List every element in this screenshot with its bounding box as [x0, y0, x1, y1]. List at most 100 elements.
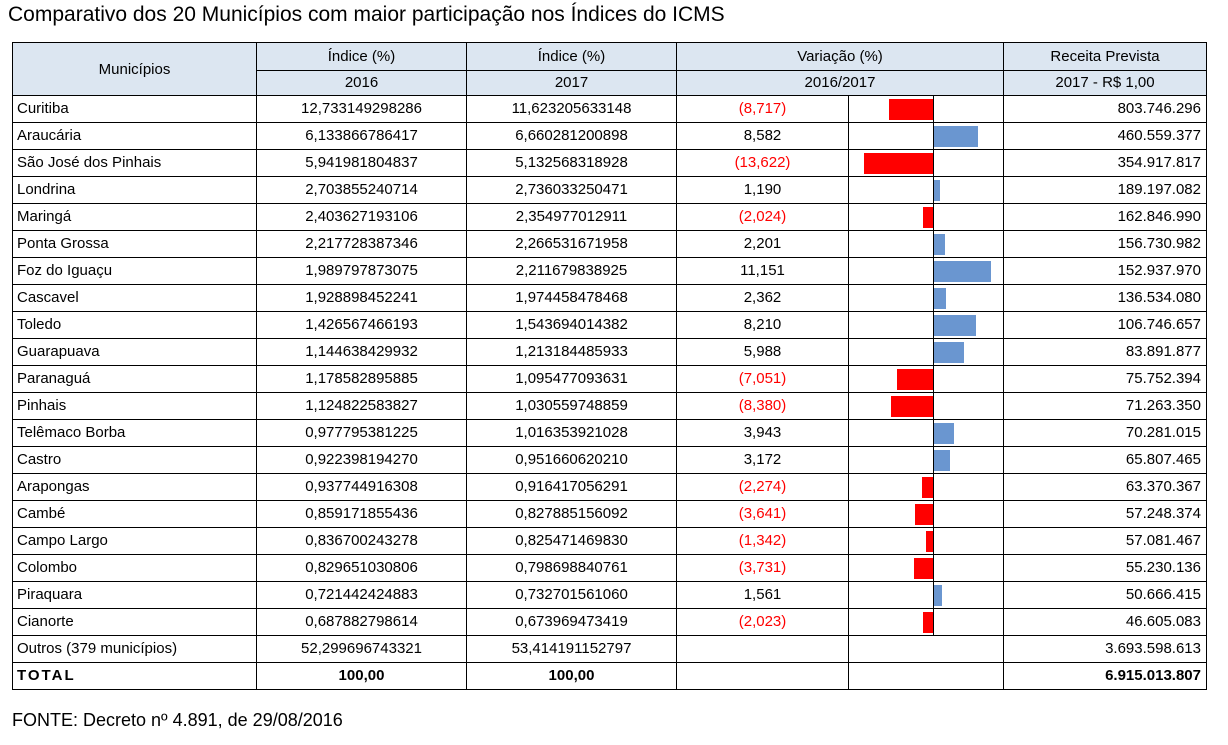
indice-2016: 0,687882798614: [256, 608, 467, 636]
table-row: Ponta Grossa 2,217728387346 2,266531671958…: [12, 230, 1207, 258]
positive-variation-bar: [934, 180, 940, 201]
negative-variation-bar: [922, 612, 933, 633]
negative-variation-bar: [890, 396, 933, 417]
indice-2016: 0,937744916308: [256, 473, 467, 501]
variacao-bar-cell: [848, 554, 1004, 582]
municipio-name: Cianorte: [12, 608, 257, 636]
total-indice-2017: 100,00: [466, 662, 677, 690]
variacao-value: (8,717): [676, 95, 849, 123]
indice-2017: 5,132568318928: [466, 149, 677, 177]
variacao-bar-cell: [848, 608, 1004, 636]
variacao-bar-cell: [848, 284, 1004, 312]
table-row: Toledo 1,426567466193 1,543694014382 8,210 1…: [12, 311, 1207, 339]
bar-axis: [933, 366, 934, 392]
receita-prevista: 162.846.990: [1003, 203, 1207, 231]
positive-variation-bar: [934, 450, 951, 471]
variacao-bar-cell: [848, 257, 1004, 285]
receita-prevista: 70.281.015: [1003, 419, 1207, 447]
variacao-value: 11,151: [676, 257, 849, 285]
outros-bar-empty: [848, 635, 1004, 663]
bar-axis: [933, 123, 934, 149]
total-bar-empty: [848, 662, 1004, 690]
indice-2016: 1,178582895885: [256, 365, 467, 393]
bar-axis: [933, 231, 934, 257]
bar-axis: [933, 555, 934, 581]
positive-variation-bar: [934, 315, 976, 336]
indice-2017: 2,736033250471: [466, 176, 677, 204]
indice-2016: 2,403627193106: [256, 203, 467, 231]
municipio-name: Pinhais: [12, 392, 257, 420]
source-footer: FONTE: Decreto nº 4.891, de 29/08/2016: [12, 710, 343, 730]
indice-2017: 1,974458478468: [466, 284, 677, 312]
variacao-value: 3,943: [676, 419, 849, 447]
variacao-value: (3,731): [676, 554, 849, 582]
municipio-name: Telêmaco Borba: [12, 419, 257, 447]
table-row-total: TOTAL 100,00 100,00 6.915.013.807: [12, 662, 1207, 690]
variacao-value: 1,561: [676, 581, 849, 609]
indice-2017: 2,211679838925: [466, 257, 677, 285]
table-row: Paranaguá 1,178582895885 1,095477093631 (7,…: [12, 365, 1207, 393]
table-row: Londrina 2,703855240714 2,736033250471 1,19…: [12, 176, 1207, 204]
variacao-value: (2,274): [676, 473, 849, 501]
variacao-bar-cell: [848, 176, 1004, 204]
indice-2016: 1,426567466193: [256, 311, 467, 339]
variacao-value: 3,172: [676, 446, 849, 474]
variacao-bar-cell: [848, 473, 1004, 501]
municipio-name: Arapongas: [12, 473, 257, 501]
negative-variation-bar: [926, 531, 933, 552]
outros-indice-2016: 52,299696743321: [256, 635, 467, 663]
indice-2016: 5,941981804837: [256, 149, 467, 177]
table-row: Colombo 0,829651030806 0,798698840761 (3,73…: [12, 554, 1207, 582]
negative-variation-bar: [921, 477, 933, 498]
variacao-value: (13,622): [676, 149, 849, 177]
indice-2016: 12,733149298286: [256, 95, 467, 123]
indice-2016: 2,217728387346: [256, 230, 467, 258]
receita-prevista: 50.666.415: [1003, 581, 1207, 609]
header-indice-2017-label: Índice (%): [466, 42, 677, 71]
variacao-bar-cell: [848, 122, 1004, 150]
receita-prevista: 57.081.467: [1003, 527, 1207, 555]
variacao-bar-cell: [848, 203, 1004, 231]
receita-prevista: 136.534.080: [1003, 284, 1207, 312]
municipio-name: Cascavel: [12, 284, 257, 312]
municipio-name: Foz do Iguaçu: [12, 257, 257, 285]
variacao-value: (8,380): [676, 392, 849, 420]
header-receita-label: Receita Prevista: [1003, 42, 1207, 71]
indice-2017: 0,825471469830: [466, 527, 677, 555]
variacao-bar-cell: [848, 419, 1004, 447]
indice-2016: 0,922398194270: [256, 446, 467, 474]
variacao-bar-cell: [848, 338, 1004, 366]
indice-2016: 0,836700243278: [256, 527, 467, 555]
receita-prevista: 63.370.367: [1003, 473, 1207, 501]
positive-variation-bar: [934, 423, 954, 444]
bar-axis: [933, 609, 934, 635]
positive-variation-bar: [934, 288, 946, 309]
variacao-value: 1,190: [676, 176, 849, 204]
bar-axis: [933, 339, 934, 365]
indice-2017: 0,673969473419: [466, 608, 677, 636]
receita-prevista: 189.197.082: [1003, 176, 1207, 204]
receita-prevista: 46.605.083: [1003, 608, 1207, 636]
variacao-value: (2,023): [676, 608, 849, 636]
variacao-value: (7,051): [676, 365, 849, 393]
bar-axis: [933, 582, 934, 608]
indice-2016: 1,124822583827: [256, 392, 467, 420]
variacao-value: (3,641): [676, 500, 849, 528]
page-title: Comparativo dos 20 Municípios com maior …: [8, 3, 725, 26]
positive-variation-bar: [934, 261, 991, 282]
bar-axis: [933, 528, 934, 554]
indice-2017: 6,660281200898: [466, 122, 677, 150]
bar-axis: [933, 312, 934, 338]
municipio-name: Curitiba: [12, 95, 257, 123]
variacao-value: 2,362: [676, 284, 849, 312]
bar-axis: [933, 447, 934, 473]
table-row: Piraquara 0,721442424883 0,732701561060 1,5…: [12, 581, 1207, 609]
receita-prevista: 460.559.377: [1003, 122, 1207, 150]
variacao-bar-cell: [848, 311, 1004, 339]
receita-prevista: 156.730.982: [1003, 230, 1207, 258]
table-row: São José dos Pinhais 5,941981804837 5,1325…: [12, 149, 1207, 177]
header-variacao-label: Variação (%): [676, 42, 1004, 71]
table-row: Maringá 2,403627193106 2,354977012911 (2,02…: [12, 203, 1207, 231]
indice-2017: 0,827885156092: [466, 500, 677, 528]
header-year-2017: 2017: [466, 70, 677, 96]
